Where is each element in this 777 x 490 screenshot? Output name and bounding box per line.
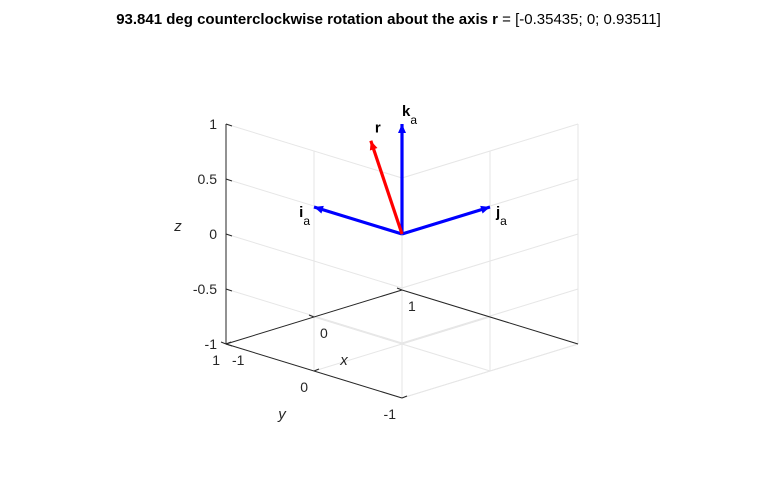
z-tick-label: -1 xyxy=(205,336,218,352)
z-tick-label: 1 xyxy=(209,116,217,132)
vector-r-label-main: r xyxy=(375,120,381,137)
vector-i-label-subscript: a xyxy=(303,214,310,228)
gridline xyxy=(401,233,579,289)
chart-title-bold: 93.841 deg counterclockwise rotation abo… xyxy=(116,11,498,28)
z-tick xyxy=(225,343,233,347)
vector-i-shaft xyxy=(313,205,403,236)
gridline xyxy=(401,343,579,399)
vector-j-label-subscript: a xyxy=(500,214,507,228)
vector-j-shaft xyxy=(401,205,491,236)
vector-k-label-main: k xyxy=(402,103,411,120)
vector-k-label: ka xyxy=(402,103,417,127)
y-tick-label: 1 xyxy=(212,352,220,368)
x-tick-label: 1 xyxy=(408,298,416,314)
x-tick xyxy=(220,341,227,345)
gridline xyxy=(225,233,403,289)
x-tick-label: 0 xyxy=(320,325,328,341)
gridline xyxy=(401,123,579,179)
gridline xyxy=(313,316,491,372)
x-tick xyxy=(308,314,315,318)
y-tick xyxy=(225,341,232,345)
z-axis-label: z xyxy=(173,218,182,235)
vector-i-label-main: i xyxy=(299,204,303,221)
vector-k-head xyxy=(398,124,406,133)
gridline xyxy=(401,288,579,344)
x-tick-label: -1 xyxy=(232,352,245,368)
y-axis-label: y xyxy=(277,406,287,423)
z-tick xyxy=(225,233,233,237)
y-tick-label: 0 xyxy=(300,379,308,395)
vector-i-head xyxy=(314,205,324,214)
x-axis-label: x xyxy=(339,352,348,369)
z-tick xyxy=(225,123,233,127)
gridline xyxy=(225,123,403,179)
z-tick-label: 0 xyxy=(209,226,217,242)
z-tick-label: 0.5 xyxy=(198,171,218,187)
vector-j-head xyxy=(480,205,490,214)
x-axis-line xyxy=(401,289,579,345)
y-tick xyxy=(401,395,408,399)
vector-i-label: ia xyxy=(299,204,310,228)
vector-r-label: r xyxy=(375,120,381,137)
z-tick xyxy=(225,178,233,182)
vector-j-label-main: j xyxy=(495,204,500,221)
chart-title-rest: = [-0.35435; 0; 0.93511] xyxy=(498,11,661,28)
vector-r-head xyxy=(369,140,378,151)
chart-title: 93.841 deg counterclockwise rotation abo… xyxy=(0,11,777,28)
gridline xyxy=(225,288,403,344)
vector-r-shaft xyxy=(369,140,404,235)
y-tick xyxy=(313,368,320,372)
z-tick-label: -0.5 xyxy=(193,281,217,297)
z-tick xyxy=(225,288,233,292)
vector-k-label-subscript: a xyxy=(410,113,417,127)
vector-j-label: ja xyxy=(495,204,507,228)
x-tick xyxy=(396,287,403,291)
y-tick-label: -1 xyxy=(384,406,397,422)
